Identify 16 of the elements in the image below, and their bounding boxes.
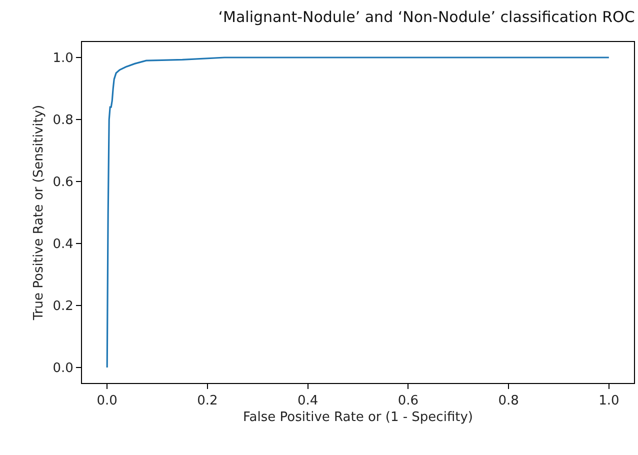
y-tick-label: 0.2 [52,299,74,314]
x-tick-label: 0.2 [197,394,218,409]
x-tick-label: 0.8 [498,394,519,409]
x-tick-label: 1.0 [598,394,620,409]
y-tick-label: 0.8 [52,113,74,128]
x-tick-label: 0.4 [297,394,318,409]
y-axis-title: True Positive Rate or (Sensitivity) [32,104,47,322]
y-tick-label: 1.0 [52,51,74,66]
y-tick-label: 0.4 [52,237,74,252]
x-tick-label: 0.0 [96,394,118,409]
line-series [106,56,610,368]
chart-title: ‘Malignant-Nodule’ and ‘Non-Nodule’ classification ROC [218,8,635,26]
x-tick-label: 0.6 [398,394,419,409]
x-axis-title: False Positive Rate or (1 - Specifity) [243,410,473,426]
y-tick-label: 0.0 [52,361,74,376]
y-tick-label: 0.6 [52,175,74,190]
